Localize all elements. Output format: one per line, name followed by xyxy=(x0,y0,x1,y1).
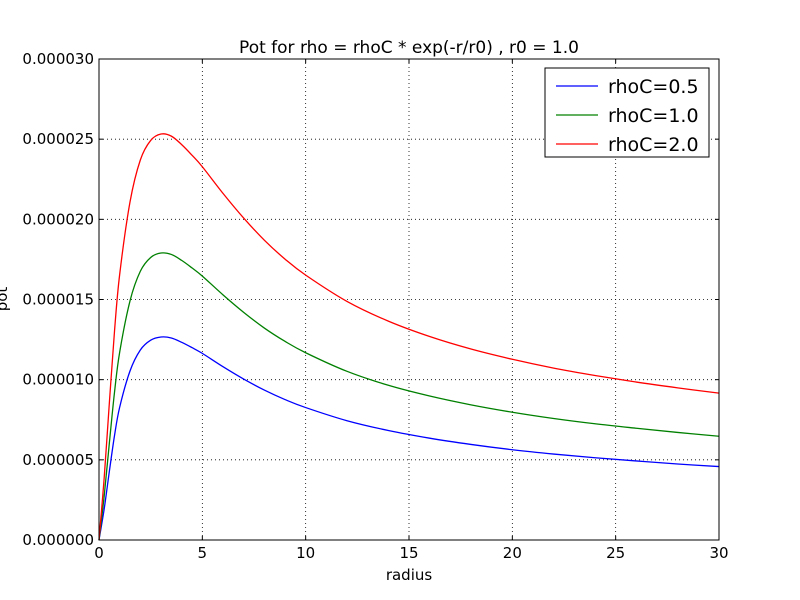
y-tick-label: 0.000000 xyxy=(22,531,94,549)
y-axis-label: pot xyxy=(0,287,11,312)
chart-title: Pot for rho = rhoC * exp(-r/r0) , r0 = 1… xyxy=(239,38,579,58)
y-tick-label: 0.000030 xyxy=(22,50,94,68)
x-tick-label: 30 xyxy=(709,544,728,562)
axis-ticks: 0 5 10 15 20 25 30 0.000000 0.000005 0.000010 0.00… xyxy=(22,50,728,562)
series-line-2 xyxy=(98,133,720,541)
series-line-1 xyxy=(98,252,720,541)
legend: rhoC=0.5 rhoC=1.0 rhoC=2.0 xyxy=(544,67,710,158)
legend-label-0: rhoC=0.5 xyxy=(608,76,699,98)
x-tick-label: 10 xyxy=(296,544,315,562)
x-tick-label: 20 xyxy=(503,544,522,562)
x-axis-label: radius xyxy=(386,566,433,584)
y-tick-label: 0.000005 xyxy=(22,451,94,469)
x-tick-label: 25 xyxy=(606,544,625,562)
x-tick-label: 5 xyxy=(198,544,208,562)
series-line-0 xyxy=(98,336,720,541)
x-tick-label: 15 xyxy=(399,544,418,562)
series-lines xyxy=(98,133,720,541)
x-tick-label: 0 xyxy=(94,544,104,562)
legend-label-2: rhoC=2.0 xyxy=(608,134,699,156)
y-tick-label: 0.000015 xyxy=(22,291,94,309)
y-tick-label: 0.000025 xyxy=(22,130,94,148)
y-tick-label: 0.000020 xyxy=(22,210,94,228)
legend-label-1: rhoC=1.0 xyxy=(608,105,699,127)
legend-frame xyxy=(544,67,710,158)
y-tick-label: 0.000010 xyxy=(22,371,94,389)
